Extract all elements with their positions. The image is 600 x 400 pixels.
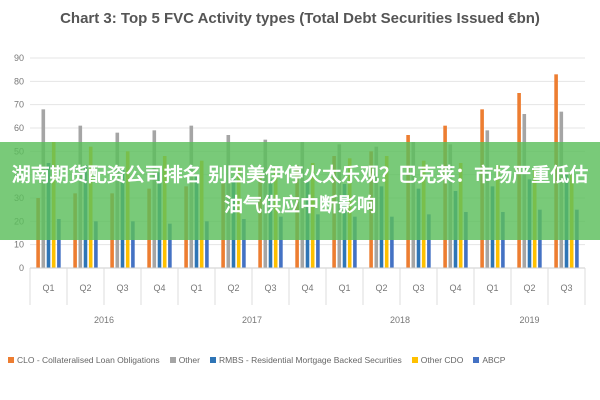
- year-group-label: 2017: [242, 315, 262, 325]
- legend-item: Other CDO: [411, 355, 464, 365]
- y-tick-label: 10: [14, 240, 24, 250]
- year-group-label: 2018: [390, 315, 410, 325]
- year-group-label: 2016: [94, 315, 114, 325]
- legend-item: CLO - Collateralised Loan Obligations: [8, 355, 160, 365]
- x-tick-label: Q2: [523, 283, 535, 293]
- bar: [464, 212, 468, 268]
- legend-swatch: [411, 357, 418, 363]
- y-tick-label: 60: [14, 123, 24, 133]
- y-tick-label: 0: [19, 263, 24, 273]
- bar: [353, 216, 357, 268]
- x-tick-label: Q1: [42, 283, 54, 293]
- bar: [94, 221, 98, 268]
- x-tick-label: Q1: [190, 283, 202, 293]
- year-group-label: 2019: [519, 315, 539, 325]
- bar: [168, 223, 172, 268]
- legend-item: Other: [169, 355, 200, 365]
- x-tick-label: Q3: [412, 283, 424, 293]
- bar: [131, 221, 135, 268]
- legend-item: ABCP: [473, 355, 505, 365]
- bar: [279, 216, 283, 268]
- bar: [242, 219, 246, 268]
- x-tick-label: Q2: [227, 283, 239, 293]
- legend-label: Other CDO: [420, 355, 464, 365]
- bar: [427, 214, 431, 268]
- y-tick-label: 70: [14, 100, 24, 110]
- x-tick-label: Q4: [449, 283, 461, 293]
- x-tick-label: Q3: [116, 283, 128, 293]
- legend-swatch: [8, 357, 14, 363]
- legend-label: ABCP: [482, 355, 506, 365]
- x-tick-label: Q4: [301, 283, 313, 293]
- legend-swatch: [473, 357, 480, 363]
- x-tick-label: Q4: [153, 283, 165, 293]
- bar: [205, 221, 209, 268]
- legend-label: RMBS - Residential Mortgage Backed Secur…: [218, 355, 402, 365]
- x-tick-label: Q2: [375, 283, 387, 293]
- y-tick-label: 90: [14, 53, 24, 63]
- legend-swatch: [209, 357, 216, 363]
- overlay-banner[interactable]: 湖南期货配资公司排名 别因美伊停火太乐观？巴克莱：市场严重低估油气供应中断影响: [0, 142, 600, 240]
- overlay-headline[interactable]: 湖南期货配资公司排名 别因美伊停火太乐观？巴克莱：市场严重低估油气供应中断影响: [11, 164, 589, 216]
- x-tick-label: Q1: [486, 283, 498, 293]
- chart-legend: CLO - Collateralised Loan Obligations Oth…: [8, 350, 598, 370]
- x-tick-label: Q3: [560, 283, 572, 293]
- legend-swatch: [169, 357, 176, 363]
- x-tick-label: Q1: [338, 283, 350, 293]
- chart-title: Chart 3: Top 5 FVC Activity types (Total…: [60, 10, 540, 27]
- x-tick-label: Q2: [79, 283, 91, 293]
- bar: [390, 216, 394, 268]
- y-tick-label: 80: [14, 76, 24, 86]
- legend-label: Other: [178, 355, 200, 365]
- bar: [57, 219, 61, 268]
- bar: [316, 214, 320, 268]
- bar: [501, 212, 505, 268]
- legend-label: CLO - Collateralised Loan Obligations: [17, 355, 160, 365]
- legend-item: RMBS - Residential Mortgage Backed Secur…: [209, 355, 402, 365]
- x-tick-label: Q3: [264, 283, 276, 293]
